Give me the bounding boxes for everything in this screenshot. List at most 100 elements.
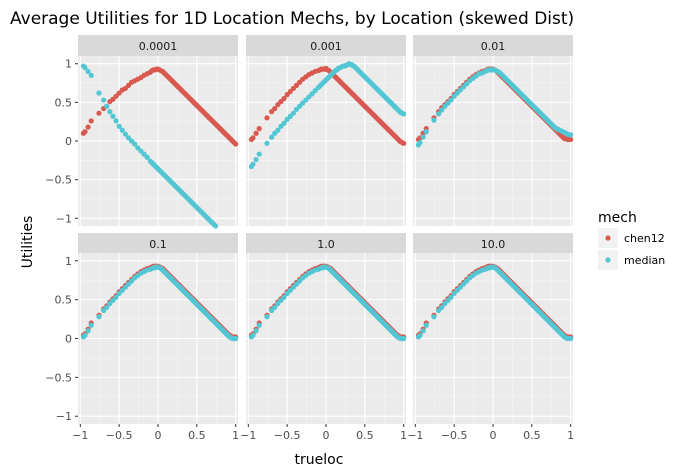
facet-panel: 1.0 −1 −0.5 0 0.5 1: [240, 233, 407, 442]
data-point: [253, 130, 259, 136]
y-tick-label: 0: [65, 333, 72, 346]
legend-label: chen12: [624, 232, 665, 245]
data-point: [281, 95, 287, 102]
x-tick-label: 1: [567, 429, 574, 442]
data-point: [250, 332, 256, 338]
data-point: [269, 134, 275, 140]
y-tick-label: 1: [65, 58, 72, 71]
data-point: [436, 111, 442, 117]
facet-strip: [246, 35, 406, 56]
data-point: [568, 132, 574, 138]
data-point: [448, 97, 454, 103]
facet-panel: 0.001: [246, 35, 407, 226]
data-point: [256, 322, 262, 328]
data-point: [401, 140, 407, 146]
facet-panels: 0.0001−1−0.500.510.001 0.010.1−1−0.500.51…: [45, 35, 574, 442]
data-point: [264, 314, 270, 320]
data-point: [423, 129, 429, 135]
data-point: [85, 328, 91, 334]
y-tick-label: 0: [65, 135, 72, 148]
facet-label: 0.0001: [139, 40, 178, 53]
facet-strip: [78, 35, 238, 56]
data-point: [264, 115, 270, 121]
data-point: [256, 126, 262, 132]
data-point: [88, 322, 94, 328]
x-tick-label: 0: [155, 429, 162, 442]
y-tick-label: −0.5: [45, 174, 72, 187]
data-point: [439, 107, 445, 113]
facet-label: 0.1: [149, 238, 167, 251]
facet-panel: 0.1 −1 −0.5 0 0.5 1 −1 −0.5 0 0.5 1: [45, 233, 239, 442]
data-point: [568, 136, 574, 143]
legend: mech chen12 median: [598, 210, 665, 270]
data-point: [417, 139, 423, 146]
data-point: [85, 68, 91, 75]
data-point: [431, 117, 437, 123]
data-point: [85, 124, 91, 130]
data-point: [233, 335, 239, 342]
x-tick-label: 0.5: [188, 429, 206, 442]
facet-panel: 0.0001 −1 −0.5 0 0.5 1: [45, 35, 239, 229]
data-point: [275, 127, 281, 133]
data-point: [417, 332, 423, 338]
data-point: [431, 314, 437, 320]
y-tick-label: −1: [56, 212, 72, 225]
data-point: [401, 111, 407, 117]
x-tick-label: −0.5: [441, 429, 468, 442]
data-point: [568, 335, 574, 342]
data-point: [272, 105, 278, 112]
data-point: [233, 141, 239, 147]
y-tick-label: −1: [56, 410, 72, 423]
data-point: [272, 304, 278, 311]
chart-title: Average Utilities for 1D Location Mechs,…: [10, 9, 574, 29]
facet-strip: [413, 35, 573, 56]
facet-strip: [413, 233, 573, 254]
x-tick-label: 0: [323, 429, 330, 442]
data-point: [401, 335, 407, 342]
data-point: [88, 72, 94, 78]
data-point: [290, 110, 296, 116]
data-point: [448, 294, 454, 300]
y-axis-title: Utilities: [20, 216, 36, 269]
data-point: [119, 127, 125, 133]
legend-marker: [605, 235, 611, 241]
x-tick-label: −0.5: [274, 429, 301, 442]
legend-entry: median: [598, 250, 665, 270]
x-tick-label: −1: [240, 429, 256, 442]
x-tick-label: 1: [400, 429, 407, 442]
data-point: [253, 328, 259, 334]
x-tick-label: −1: [72, 429, 88, 442]
x-tick-label: 0: [490, 429, 497, 442]
data-point: [96, 90, 102, 96]
y-tick-label: 0.5: [55, 294, 73, 307]
data-point: [96, 314, 102, 320]
data-point: [420, 134, 426, 140]
data-point: [423, 322, 429, 328]
x-tick-label: −0.5: [106, 429, 133, 442]
data-point: [96, 110, 102, 116]
facet-label: 10.0: [481, 238, 506, 251]
legend-entry: chen12: [598, 228, 665, 248]
data-point: [420, 328, 426, 334]
data-point: [104, 103, 110, 109]
data-point: [110, 113, 116, 119]
x-tick-label: 1: [232, 429, 239, 442]
x-tick-label: 0.5: [356, 429, 374, 442]
facet-panel: 0.01: [413, 35, 574, 226]
data-point: [88, 118, 94, 124]
data-point: [253, 156, 259, 163]
data-point: [250, 135, 256, 141]
legend-title: mech: [598, 210, 637, 226]
y-tick-label: 0.5: [55, 96, 73, 109]
data-point: [122, 131, 128, 137]
y-tick-label: 1: [65, 255, 72, 268]
x-tick-label: −1: [407, 429, 423, 442]
data-point: [107, 109, 113, 115]
data-point: [144, 154, 150, 160]
facet-panel: 10.0 −1 −0.5 0 0.5 1: [407, 233, 574, 442]
data-point: [113, 294, 119, 300]
data-point: [82, 129, 88, 135]
data-point: [132, 141, 138, 147]
data-point: [281, 120, 287, 126]
x-axis-title: trueloc: [295, 452, 344, 468]
